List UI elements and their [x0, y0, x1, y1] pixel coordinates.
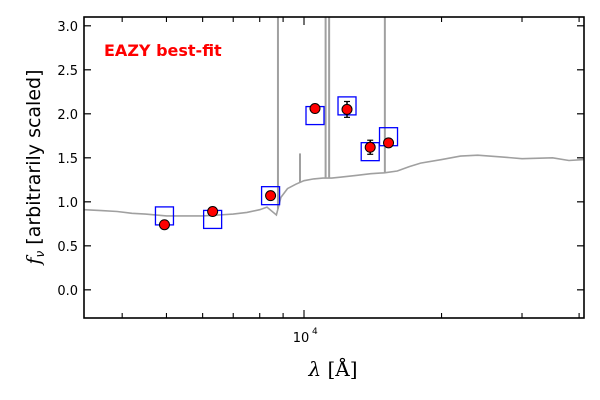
y-tick-label: 3.0	[57, 20, 78, 35]
model-points	[154, 96, 399, 230]
observed-point	[265, 190, 277, 202]
model-square	[260, 186, 281, 206]
observed-point	[309, 103, 321, 115]
x-axis-unit: [Å]	[327, 356, 357, 381]
x-axis-title: λ [Å]	[307, 356, 357, 381]
observed-points	[158, 100, 395, 231]
y-tick-label: 2.0	[57, 108, 78, 123]
axes: 0.0 0.5 1.0 1.5 2.0 2.5 3.0 10 4	[57, 16, 585, 346]
observed-point	[341, 103, 353, 115]
observed-point	[383, 137, 395, 149]
y-tick-label: 0.0	[57, 284, 78, 299]
template-continuum	[83, 154, 585, 217]
y-axis-title: fν [arbitrarily scaled]	[23, 70, 47, 267]
observed-point	[207, 206, 219, 218]
y-tick-label: 2.5	[57, 64, 78, 79]
y-tick-label: 1.0	[57, 196, 78, 211]
y-axis-subscript: ν	[33, 250, 47, 257]
observed-point	[158, 219, 170, 231]
y-tick-label: 1.5	[57, 152, 78, 167]
y-axis-symbol: f	[23, 254, 45, 266]
plot-frame	[83, 16, 585, 319]
y-axis-text: [arbitrarily scaled]	[23, 70, 45, 251]
annotation: EAZY best-fit	[104, 41, 222, 60]
x-tick-label-exponent: 4	[312, 327, 318, 337]
x-tick-label: 10	[293, 331, 310, 346]
observed-point	[364, 141, 376, 153]
y-tick-label: 0.5	[57, 240, 78, 255]
x-axis-symbol: λ	[307, 357, 327, 381]
